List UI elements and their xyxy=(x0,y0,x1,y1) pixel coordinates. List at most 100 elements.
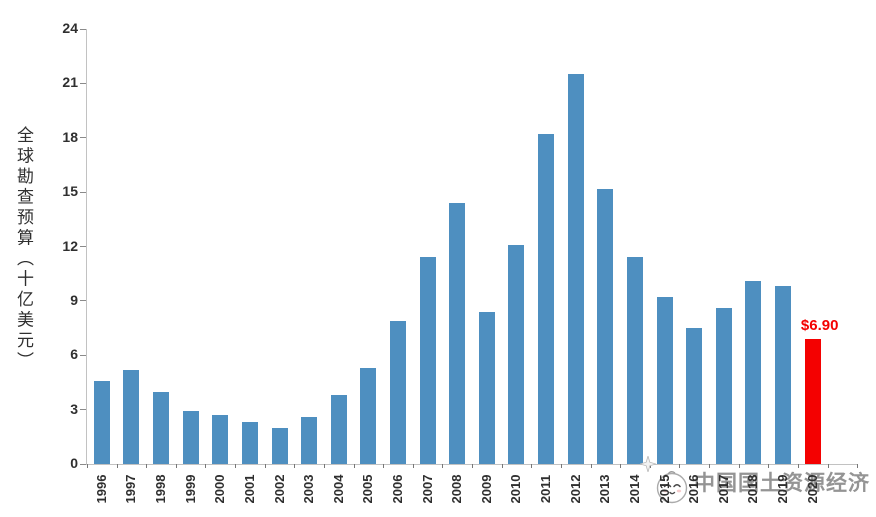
bar-1999 xyxy=(182,411,199,464)
bar-2013 xyxy=(597,188,614,464)
y-tick-label: 12 xyxy=(62,237,78,254)
x-tick-label: 1997 xyxy=(123,474,139,504)
bar-2009 xyxy=(478,311,495,464)
bar-1996 xyxy=(93,380,110,464)
bar-1998 xyxy=(153,391,170,464)
x-axis-tick xyxy=(353,464,355,468)
x-tick-label: 1999 xyxy=(182,474,198,504)
x-axis-tick xyxy=(590,464,592,468)
watermark-text: 中国国土资源经济 xyxy=(694,472,870,495)
x-tick-label: 2018 xyxy=(745,474,761,504)
x-axis-tick xyxy=(146,464,148,468)
plot-area xyxy=(80,28,859,468)
y-tick-label: 18 xyxy=(62,128,78,145)
x-tick-label: 2011 xyxy=(538,474,554,504)
mascot-logo-icon xyxy=(656,471,688,504)
bar-2000 xyxy=(212,415,229,464)
x-tick-label: 2017 xyxy=(715,474,731,504)
x-tick-label: 2019 xyxy=(775,474,791,504)
x-axis-tick xyxy=(205,464,207,468)
bar-2003 xyxy=(301,416,318,464)
x-axis-tick xyxy=(116,464,118,468)
x-axis-tick xyxy=(738,464,740,468)
bar-2002 xyxy=(271,427,288,464)
bar-2019 xyxy=(775,286,792,464)
x-tick-label: 2020 xyxy=(804,474,820,504)
x-axis-tick xyxy=(383,464,385,468)
watermark: 中国国土资源经济 xyxy=(636,452,876,517)
x-tick-label: 2007 xyxy=(419,474,435,504)
x-axis-tick xyxy=(235,464,237,468)
x-tick-label: 2012 xyxy=(567,474,583,504)
y-axis-tick xyxy=(80,463,86,465)
y-tick-label: 24 xyxy=(62,20,78,36)
bar-2018 xyxy=(745,280,762,464)
x-axis-tick xyxy=(857,464,859,468)
y-axis-tick xyxy=(80,409,86,411)
x-tick-label: 2004 xyxy=(330,474,346,504)
y-axis-tick xyxy=(80,28,86,30)
x-axis-tick xyxy=(294,464,296,468)
bar-2011 xyxy=(538,134,555,464)
x-tick-label: 2010 xyxy=(508,474,524,504)
x-axis-tick xyxy=(827,464,829,468)
bar-2014 xyxy=(626,257,643,464)
x-axis-tick xyxy=(709,464,711,468)
y-axis-tick xyxy=(80,354,86,356)
x-axis-tick xyxy=(768,464,770,468)
y-axis-tick xyxy=(80,191,86,193)
bar-2005 xyxy=(360,367,377,464)
x-axis-tick xyxy=(531,464,533,468)
x-tick-label: 2014 xyxy=(626,474,642,504)
x-tick-label: 2013 xyxy=(597,474,613,504)
y-axis-tick xyxy=(80,246,86,247)
x-tick-label: 2001 xyxy=(241,474,257,504)
x-tick-label: 1996 xyxy=(93,474,109,504)
x-axis-tick xyxy=(560,464,562,468)
bar-2010 xyxy=(508,244,525,464)
bar-2001 xyxy=(241,422,258,464)
x-axis-tick xyxy=(472,464,474,468)
bar-2017 xyxy=(715,308,732,464)
x-tick-label: 2003 xyxy=(301,474,317,504)
bar-2006 xyxy=(390,320,406,464)
bar-2004 xyxy=(330,395,347,464)
bar-2016 xyxy=(686,328,703,464)
x-axis-tick xyxy=(323,464,325,468)
y-tick-label: 15 xyxy=(62,183,78,200)
x-tick-label: 2008 xyxy=(449,474,465,504)
x-axis-tick xyxy=(264,464,266,468)
bar-value-annotation: $6.90 xyxy=(800,316,839,334)
y-axis-tick xyxy=(80,82,86,84)
x-axis-tick xyxy=(620,464,622,468)
bar-2012 xyxy=(567,74,584,464)
x-tick-label: 2002 xyxy=(271,474,287,504)
y-tick-label: 6 xyxy=(70,346,78,363)
x-axis-tick xyxy=(797,464,799,468)
bar-2015 xyxy=(656,297,673,464)
x-tick-label: 2005 xyxy=(360,474,376,504)
x-tick-label: 2009 xyxy=(478,474,494,504)
bar-1997 xyxy=(123,369,140,464)
x-axis-tick xyxy=(442,464,444,468)
y-axis-tick xyxy=(80,137,86,139)
y-tick-label: 9 xyxy=(70,291,78,308)
x-tick-label: 2000 xyxy=(212,474,228,504)
y-axis-title: 全球勘查预算（十亿美元） xyxy=(14,126,33,372)
sparkle-icon xyxy=(640,456,656,472)
x-axis-tick xyxy=(87,464,88,468)
x-tick-label: 2006 xyxy=(390,474,405,504)
y-tick-label: 21 xyxy=(62,74,78,91)
bar-2007 xyxy=(419,257,436,464)
bar-2020 xyxy=(804,338,821,464)
x-tick-label: 2016 xyxy=(686,474,702,504)
x-tick-label: 2015 xyxy=(656,474,672,504)
y-tick-label: 0 xyxy=(70,455,78,471)
bar-2008 xyxy=(449,203,466,464)
x-axis-tick xyxy=(412,464,414,468)
x-axis-tick xyxy=(679,464,681,468)
y-tick-label: 3 xyxy=(70,400,78,417)
y-axis-tick xyxy=(80,300,86,302)
x-axis-tick xyxy=(175,464,177,468)
